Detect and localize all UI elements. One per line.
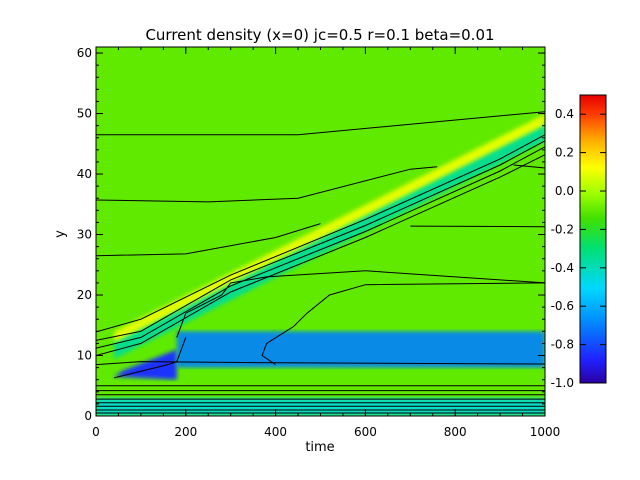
contour-line-7 xyxy=(96,140,545,341)
y-axis-label: y xyxy=(53,230,68,238)
heatmap-field xyxy=(96,47,545,416)
x-tick-label: 1000 xyxy=(530,425,561,439)
heatmap-diagonal-band-1 xyxy=(113,122,545,360)
contour-lines xyxy=(96,111,545,414)
contour-line-6 xyxy=(96,134,545,333)
heatmap-diagonal-edge-2 xyxy=(113,114,545,343)
colorbar-tick-label: -0.6 xyxy=(551,299,574,313)
y-tick-label: 40 xyxy=(77,167,92,181)
contour-line-5 xyxy=(365,270,545,284)
x-axis-label: time xyxy=(305,440,334,455)
x-tick-label: 600 xyxy=(354,425,377,439)
colorbar-tick-label: -1.0 xyxy=(551,376,574,390)
y-tick-label: 10 xyxy=(77,349,92,363)
y-tick-label: 0 xyxy=(84,409,92,423)
heatmap-blob-3 xyxy=(113,349,177,380)
colorbar-tick-label: -0.8 xyxy=(551,338,574,352)
colorbar-tick-label: 0.2 xyxy=(555,146,574,160)
x-tick-label: 200 xyxy=(174,425,197,439)
contour-line-0 xyxy=(96,111,545,136)
colorbar-tick-label: -0.2 xyxy=(551,222,574,236)
contour-line-20 xyxy=(113,337,187,379)
contour-line-9 xyxy=(96,154,545,356)
contour-line-4 xyxy=(410,225,545,228)
contour-line-3 xyxy=(513,164,545,169)
contour-line-2 xyxy=(96,223,321,257)
contour-line-8 xyxy=(96,146,545,349)
x-tick-label: 800 xyxy=(444,425,467,439)
chart-title: Current density (x=0) jc=0.5 r=0.1 beta=… xyxy=(145,26,494,44)
y-tick-label: 50 xyxy=(77,107,92,121)
contour-line-21 xyxy=(266,282,545,344)
colorbar-gradient xyxy=(579,94,607,384)
contour-line-22 xyxy=(261,343,276,366)
x-tick-label: 400 xyxy=(264,425,287,439)
y-tick-label: 60 xyxy=(77,46,92,60)
contour-line-1 xyxy=(96,166,438,203)
colorbar-tick-label: 0.4 xyxy=(555,107,574,121)
colorbar-tick-label: 0.0 xyxy=(555,184,574,198)
contour-line-19 xyxy=(176,270,366,338)
y-tick-label: 20 xyxy=(77,288,92,302)
colorbar-tick-label: -0.4 xyxy=(551,261,574,275)
y-tick-label: 30 xyxy=(77,228,92,242)
colorbar: 0.4 0.2 0.0 -0.2 -0.4 -0.6 -0.8 -1.0 xyxy=(551,94,607,390)
contour-line-10 xyxy=(96,361,545,366)
heatmap-band-4 xyxy=(176,331,545,368)
plot-axes: 0 200 400 600 800 1000 0 10 20 30 40 50 60 xyxy=(77,46,561,439)
x-tick-label: 0 xyxy=(92,425,100,439)
